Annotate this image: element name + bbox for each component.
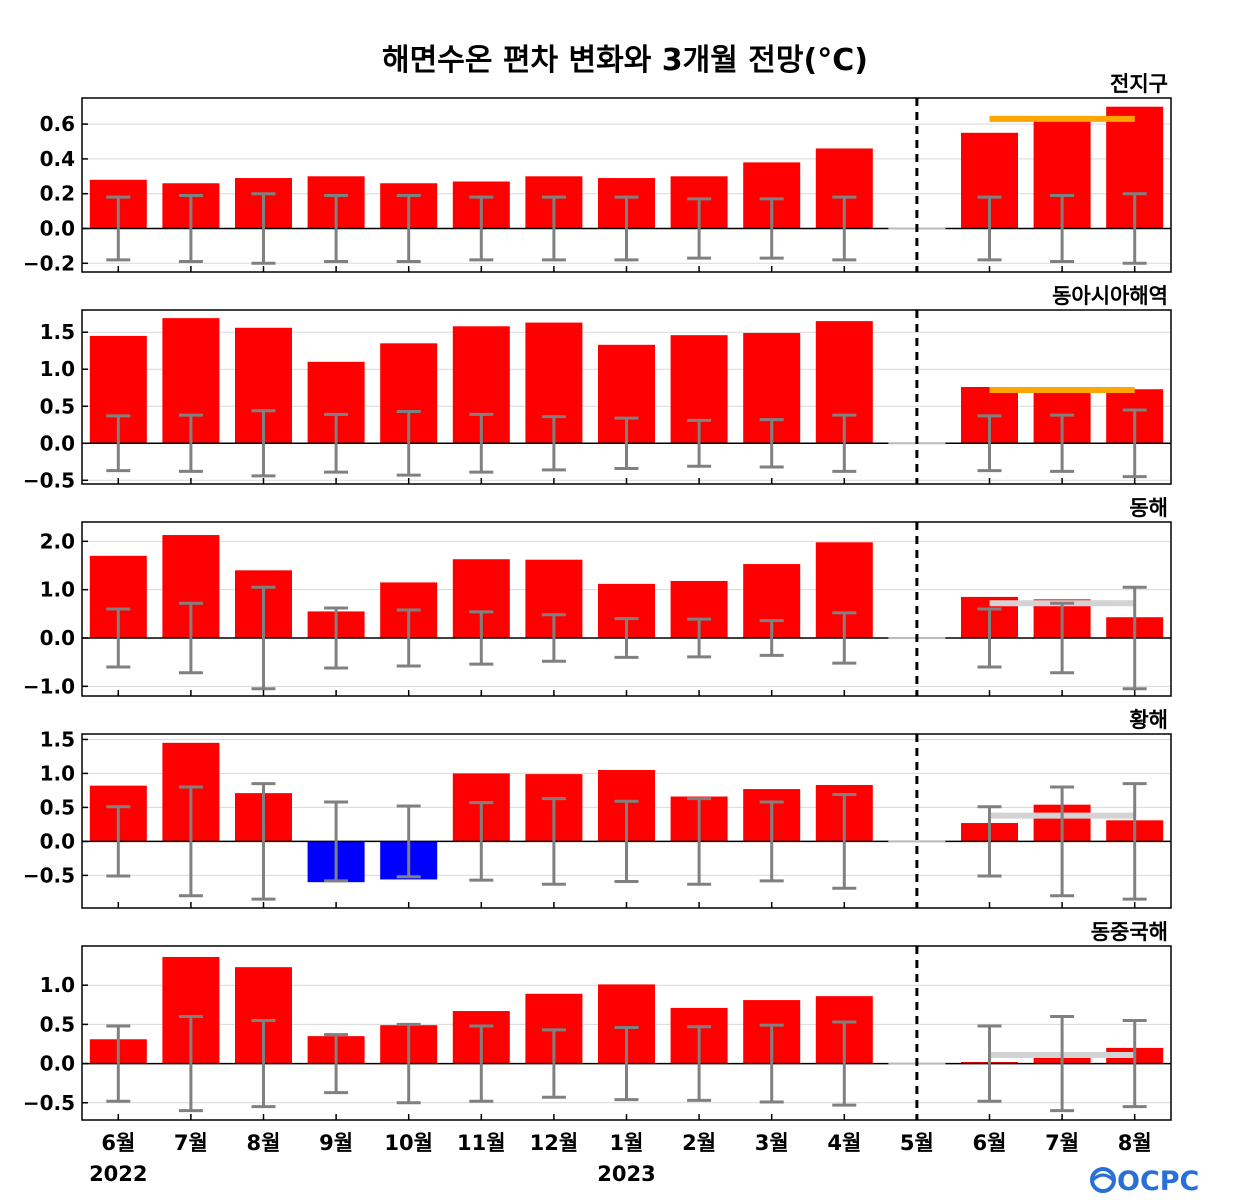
x-axis-labels: 6월 7월 8월 9월 10월 11월 12월 1월 2월 3월 4월 5월 6월 7월 8월 2022 202…	[89, 1131, 1152, 1186]
y-tick-label: 0.5	[40, 394, 75, 418]
year-label: 2023	[597, 1162, 655, 1186]
x-tick-label: 9월	[319, 1131, 353, 1155]
panel-title: 동해	[1129, 496, 1168, 520]
y-tick-label: 1.5	[40, 727, 75, 751]
y-tick-label: 1.5	[40, 320, 75, 344]
x-tick-label: 1월	[610, 1131, 644, 1155]
chart-title: 해면수온 편차 변화와 3개월 전망(°C)	[382, 43, 868, 78]
y-tick-label: 0.0	[40, 829, 75, 853]
y-tick-label: −0.2	[23, 251, 75, 275]
y-tick-label: 0.5	[40, 1012, 75, 1036]
ocpc-logo: OCPC	[1090, 1166, 1199, 1197]
panel-title: 황해	[1129, 708, 1168, 732]
x-tick-label: 12월	[530, 1131, 579, 1155]
panel-4: −0.5 0.0 0.5 1.0 1.5 황해	[23, 708, 1172, 909]
x-tick-label: 7월	[174, 1131, 208, 1155]
x-tick-label: 7월	[1045, 1131, 1079, 1155]
x-tick-label: 8월	[247, 1131, 281, 1155]
y-tick-label: 1.0	[40, 973, 75, 997]
y-tick-label: 0.0	[40, 217, 75, 241]
logo-wave-icon	[1091, 1173, 1115, 1182]
panel-title: 동아시아해역	[1052, 284, 1168, 308]
y-tick-label: −0.5	[23, 863, 75, 887]
panel-5: −0.5 0.0 0.5 1.0 동중국해	[23, 920, 1172, 1121]
panel-title: 전지구	[1110, 72, 1168, 96]
y-tick-label: 1.0	[40, 761, 75, 785]
x-tick-label: 6월	[101, 1131, 135, 1155]
panel-title: 동중국해	[1091, 920, 1168, 944]
y-tick-label: 1.0	[40, 357, 75, 381]
x-tick-label: 3월	[755, 1131, 789, 1155]
y-tick-label: 0.0	[40, 431, 75, 455]
x-tick-label: 6월	[973, 1131, 1007, 1155]
chart-panels: −0.2 0.0 0.2 0.4 0.6 전지구 −0.5 0.0 0.5 1.0 1.5 동아시아해…	[23, 72, 1172, 1121]
x-tick-label: 10월	[384, 1131, 433, 1155]
y-tick-label: 2.0	[40, 529, 75, 553]
y-tick-label: −0.5	[23, 468, 75, 492]
y-tick-label: 0.2	[40, 182, 75, 206]
y-tick-label: −0.5	[23, 1091, 75, 1115]
x-tick-label: 11월	[457, 1131, 506, 1155]
y-tick-label: 0.0	[40, 626, 75, 650]
x-tick-label: 4월	[827, 1131, 861, 1155]
y-tick-label: 1.0	[40, 578, 75, 602]
y-tick-label: −1.0	[23, 674, 75, 698]
y-tick-label: 0.6	[40, 112, 75, 136]
y-tick-label: 0.4	[40, 147, 75, 171]
x-tick-label: 8월	[1118, 1131, 1152, 1155]
panel-3: −1.0 0.0 1.0 2.0 동해	[23, 496, 1172, 698]
year-label: 2022	[89, 1162, 147, 1186]
x-tick-label: 5월	[900, 1131, 934, 1155]
y-tick-label: 0.5	[40, 795, 75, 819]
logo-emblem-icon	[1090, 1167, 1116, 1193]
panel-1: −0.2 0.0 0.2 0.4 0.6 전지구	[23, 72, 1172, 275]
logo-text: OCPC	[1117, 1166, 1199, 1197]
panel-2: −0.5 0.0 0.5 1.0 1.5 동아시아해역	[23, 284, 1172, 492]
x-tick-label: 2월	[682, 1131, 716, 1155]
y-tick-label: 0.0	[40, 1052, 75, 1076]
